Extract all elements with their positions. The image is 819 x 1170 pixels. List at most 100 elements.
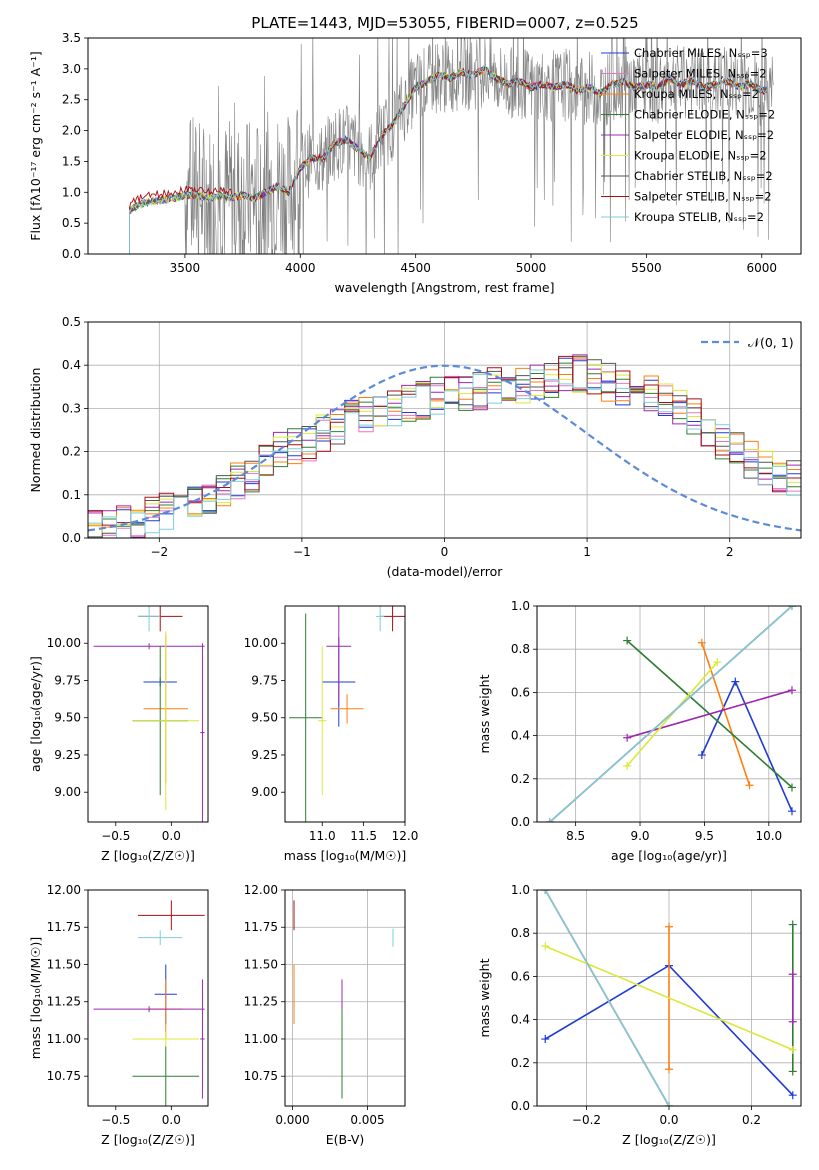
x-tick-label: 5500 <box>631 261 662 275</box>
y-tick-label: 0.8 <box>511 642 530 656</box>
x-tick-label: 3500 <box>170 261 201 275</box>
plot-area <box>545 606 796 822</box>
y-tick-label: 0.4 <box>62 358 81 372</box>
legend-label: Chabrier STELIB, Nₛₛₚ=2 <box>634 169 773 183</box>
y-tick-label: 1.0 <box>62 185 81 199</box>
y-tick-label: 0.0 <box>62 247 81 261</box>
x-tick-label: 12.0 <box>392 829 419 843</box>
x-tick-label: 0.0 <box>162 1113 181 1127</box>
y-tick-label: 0.5 <box>62 216 81 230</box>
series-marker <box>541 1035 550 1044</box>
x-tick-label: 0.0 <box>659 1113 678 1127</box>
legend-label: Salpeter MILES, Nₛₛₚ=2 <box>634 67 767 81</box>
y-tick-label: 0.1 <box>62 488 81 502</box>
axes-frame <box>536 889 802 1107</box>
x-tick-label: 0.2 <box>742 1113 761 1127</box>
y-tick-label: 11.75 <box>47 920 81 934</box>
x-tick-label: 8.5 <box>566 829 585 843</box>
y-tick-label: 0.5 <box>62 315 81 329</box>
x-axis-label: age [log₁₀(age/yr)] <box>611 848 727 863</box>
series-marker <box>665 1102 673 1106</box>
series-line <box>626 689 793 739</box>
x-tick-label: 11.5 <box>350 829 377 843</box>
y-tick-label: 0.0 <box>511 815 530 829</box>
x-axis-label: Z [log₁₀(Z/Z☉)] <box>622 1132 716 1147</box>
plot-area <box>88 354 801 538</box>
y-tick-label: 2.0 <box>62 124 81 138</box>
x-tick-label: 2 <box>726 545 734 559</box>
axes-group: −0.5 0.0 10.75 11.00 11.25 11.50 11.75 12.00 Z [… <box>28 883 195 1147</box>
x-tick-label: 0.005 <box>350 1113 384 1127</box>
series-marker <box>788 1067 797 1076</box>
y-tick-label: 10.00 <box>47 636 81 650</box>
spectrum-panel: 3500 4000 4500 5000 5500 6000 0.0 0.5 1.0 1.5 2.0 2… <box>28 31 802 295</box>
axes-frame <box>87 321 802 539</box>
axes-frame <box>87 889 209 1107</box>
series-marker <box>731 677 740 686</box>
series-marker <box>788 1091 797 1100</box>
x-tick-label: 10.0 <box>755 829 782 843</box>
series-marker <box>665 1065 673 1074</box>
series-marker <box>623 636 632 645</box>
series-marker <box>787 783 796 792</box>
y-axis-label: mass weight <box>477 958 492 1037</box>
series-line <box>544 890 670 1106</box>
legend-label: Salpeter ELODIE, Nₛₛₚ=2 <box>634 128 774 142</box>
x-tick-label: −2 <box>150 545 168 559</box>
age-vs-mass-panel: 11.0 11.5 12.0 9.00 9.25 9.50 9.75 10.00 mass [l… <box>244 605 419 863</box>
x-tick-label: 4500 <box>400 261 431 275</box>
plot-area <box>289 606 405 822</box>
series-marker <box>545 818 554 822</box>
axes-group: −0.5 0.0 9.00 9.25 9.50 9.75 10.00 Z [log₁₀(Z/Z… <box>28 636 195 863</box>
series-marker <box>745 781 754 790</box>
axes-frame <box>284 605 406 823</box>
legend-label: Chabrier ELODIE, Nₛₛₚ=2 <box>634 108 775 122</box>
x-tick-label: 5000 <box>516 261 547 275</box>
series-marker <box>623 733 632 742</box>
y-tick-label: 9.75 <box>251 673 278 687</box>
model-line <box>108 65 767 254</box>
y-tick-label: 9.75 <box>54 673 81 687</box>
mass-weight-vs-z-panel: −0.2 0.0 0.2 0.0 0.2 0.4 0.6 0.8 1.0 Z [log₁₀(Z/Z… <box>477 883 802 1147</box>
legend-label: Kroupa STELIB, Nₛₛₚ=2 <box>634 210 764 224</box>
y-tick-label: 11.25 <box>47 995 81 1009</box>
y-tick-label: 11.25 <box>244 995 278 1009</box>
y-tick-label: 0.0 <box>511 1099 530 1113</box>
plot-area <box>93 606 205 822</box>
x-tick-label: 9.5 <box>695 829 714 843</box>
series-marker <box>788 920 797 929</box>
plot-area <box>108 38 774 254</box>
legend-label: Chabrier MILES, Nₛₛₚ=3 <box>634 46 768 60</box>
series-marker <box>623 761 632 770</box>
model-line <box>108 64 767 254</box>
x-tick-label: −0.5 <box>101 829 130 843</box>
series-marker <box>697 751 706 760</box>
x-tick-label: −1 <box>293 545 311 559</box>
histogram-step <box>88 358 801 537</box>
x-tick-label: 0.0 <box>162 829 181 843</box>
legend-label: Kroupa ELODIE, Nₛₛₚ=2 <box>634 149 767 163</box>
legend: Chabrier MILES, Nₛₛₚ=3 Salpeter MILES, Nₛ… <box>601 46 775 224</box>
legend-label: Salpeter STELIB, Nₛₛₚ=2 <box>634 190 772 204</box>
y-tick-label: 9.25 <box>251 748 278 762</box>
mass-weight-vs-age-panel: 8.5 9.0 9.5 10.0 0.0 0.2 0.4 0.6 0.8 1.0 age [log₁… <box>477 599 802 863</box>
figure-title: PLATE=1443, MJD=53055, FIBERID=0007, z=0… <box>251 14 638 32</box>
y-tick-label: 0.3 <box>62 401 81 415</box>
y-tick-label: 12.00 <box>47 883 81 897</box>
axes-group: 3500 4000 4500 5000 5500 6000 0.0 0.5 1.0 1.5 2.0 2… <box>28 31 777 295</box>
y-tick-label: 11.00 <box>47 1032 81 1046</box>
x-axis-label: wavelength [Angstrom, rest frame] <box>334 280 554 295</box>
series-marker <box>697 638 706 647</box>
legend: 𝒩(0, 1) <box>701 335 794 350</box>
y-axis-label: age [log₁₀(age/yr)] <box>28 656 43 772</box>
y-tick-label: 0.8 <box>511 926 530 940</box>
y-axis-label: mass weight <box>477 674 492 753</box>
series-marker <box>541 890 550 894</box>
series-marker <box>788 970 797 979</box>
mass-vs-ebv-panel: 0.000 0.005 10.75 11.00 11.25 11.50 11.75 12.00… <box>244 883 406 1147</box>
series-marker <box>788 1045 797 1054</box>
series-marker <box>541 942 550 951</box>
x-tick-label: −0.2 <box>572 1113 601 1127</box>
x-tick-label: 9.0 <box>630 829 649 843</box>
